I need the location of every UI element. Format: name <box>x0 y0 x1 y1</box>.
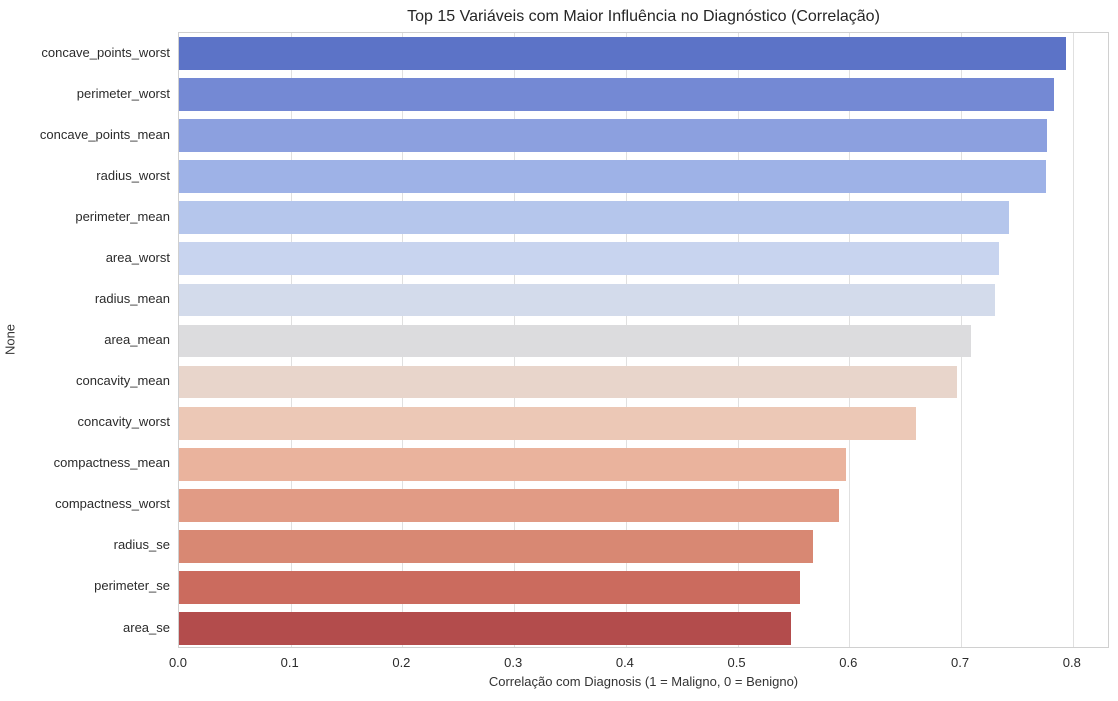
x-tick-label: 0.6 <box>839 655 858 670</box>
y-tick-label: area_worst <box>105 249 170 265</box>
bar-area_mean <box>179 324 972 358</box>
y-tick-label: compactness_worst <box>55 496 170 512</box>
x-tick-label: 0.4 <box>615 655 634 670</box>
y-tick-label: radius_se <box>113 537 170 553</box>
bar-area_se <box>179 612 792 645</box>
y-tick-label: radius_mean <box>94 290 170 306</box>
plot-area <box>178 32 1109 648</box>
x-tick-label: 0.7 <box>951 655 970 670</box>
bar-compactness_mean <box>179 447 846 481</box>
bar-perimeter_se <box>179 571 801 604</box>
x-axis-label: Correlação com Diagnosis (1 = Maligno, 0… <box>488 674 799 689</box>
x-tick-label: 0.8 <box>1062 655 1081 670</box>
x-tick-label: 0.3 <box>504 655 523 670</box>
y-tick-label: area_se <box>123 619 170 635</box>
y-tick-label: area_mean <box>104 332 170 347</box>
bar-area_worst <box>179 242 1000 276</box>
y-tick-label: perimeter_se <box>94 578 170 594</box>
bar-concavity_mean <box>179 365 957 399</box>
x-tick-label: 0.1 <box>280 655 299 670</box>
grid-line <box>1072 33 1074 647</box>
chart-title: Top 15 Variáveis com Maior Influência no… <box>407 8 880 25</box>
bar-radius_worst <box>179 160 1046 194</box>
bar-radius_se <box>179 529 813 563</box>
bar-concavity_worst <box>179 406 917 440</box>
y-tick-label: concave_points_worst <box>41 44 170 60</box>
x-tick-label: 0.0 <box>168 655 188 670</box>
bar-perimeter_worst <box>179 78 1054 112</box>
bar-compactness_worst <box>179 488 840 522</box>
bar-perimeter_mean <box>179 201 1010 235</box>
y-tick-label: concave_points_mean <box>39 126 170 142</box>
y-tick-label: perimeter_worst <box>76 85 170 101</box>
y-tick-label: radius_worst <box>96 167 170 183</box>
bar-concave_points_mean <box>179 119 1048 153</box>
y-tick-label: concavity_worst <box>77 414 170 430</box>
bar-concave_points_worst <box>179 37 1067 70</box>
y-tick-label: perimeter_mean <box>75 208 170 224</box>
x-tick-label: 0.5 <box>727 655 746 670</box>
y-tick-label: concavity_mean <box>76 373 170 389</box>
x-tick-label: 0.2 <box>392 655 411 670</box>
bar-radius_mean <box>179 283 995 317</box>
y-tick-label: compactness_mean <box>53 455 170 471</box>
